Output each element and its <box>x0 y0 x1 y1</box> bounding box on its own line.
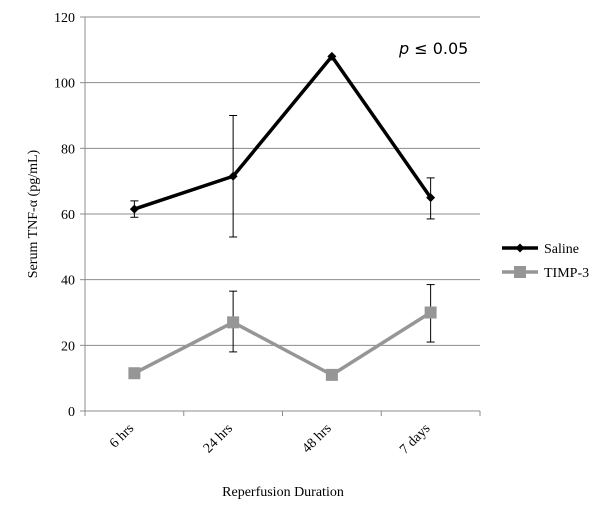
x-axis-ticks: 6 hrs 24 hrs 48 hrs 7 days <box>84 411 481 457</box>
y-tick-label: 40 <box>61 274 75 289</box>
y-axis-ticks: 0 20 40 60 80 100 120 <box>54 11 85 420</box>
y-tick-label: 0 <box>68 405 75 420</box>
y-axis-label: Serum TNF-α (pg/mL) <box>26 149 41 278</box>
data-point-saline <box>228 171 238 181</box>
series-line-saline <box>133 54 433 211</box>
legend: Saline TIMP-3 <box>502 242 589 281</box>
y-tick-label: 100 <box>54 77 75 92</box>
series-timp-3 <box>128 284 437 381</box>
legend-label: Saline <box>544 242 579 257</box>
legend-item-saline: Saline <box>502 242 579 257</box>
p-value-symbol: p <box>398 39 409 58</box>
x-tick-label: 48 hrs <box>300 421 335 456</box>
x-axis-label: Reperfusion Duration <box>222 485 344 500</box>
data-point-saline <box>129 204 139 214</box>
legend-swatch-marker <box>514 266 526 278</box>
x-tick-label: 24 hrs <box>201 421 236 456</box>
series-line-timp-3 <box>133 311 432 377</box>
p-value-threshold: ≤ 0.05 <box>409 39 468 58</box>
legend-item-timp-3: TIMP-3 <box>502 266 589 281</box>
data-point-timp-3 <box>325 368 338 381</box>
legend-swatch-marker <box>515 243 525 253</box>
legend-label: TIMP-3 <box>544 266 589 281</box>
x-tick-label: 7 days <box>397 421 433 457</box>
series-group <box>128 51 437 381</box>
p-value-annotation: p ≤ 0.05 <box>398 39 468 58</box>
data-point-saline <box>426 193 436 203</box>
data-point-timp-3 <box>424 306 437 319</box>
y-tick-label: 80 <box>61 142 75 157</box>
series-saline <box>129 51 436 238</box>
data-point-saline <box>327 51 337 61</box>
data-point-timp-3 <box>128 367 141 380</box>
x-tick-label: 6 hrs <box>107 421 137 451</box>
data-point-timp-3 <box>227 316 240 329</box>
y-tick-label: 60 <box>61 208 75 223</box>
y-tick-label: 20 <box>61 339 75 354</box>
y-tick-label: 120 <box>54 11 75 26</box>
gridlines <box>85 16 480 346</box>
